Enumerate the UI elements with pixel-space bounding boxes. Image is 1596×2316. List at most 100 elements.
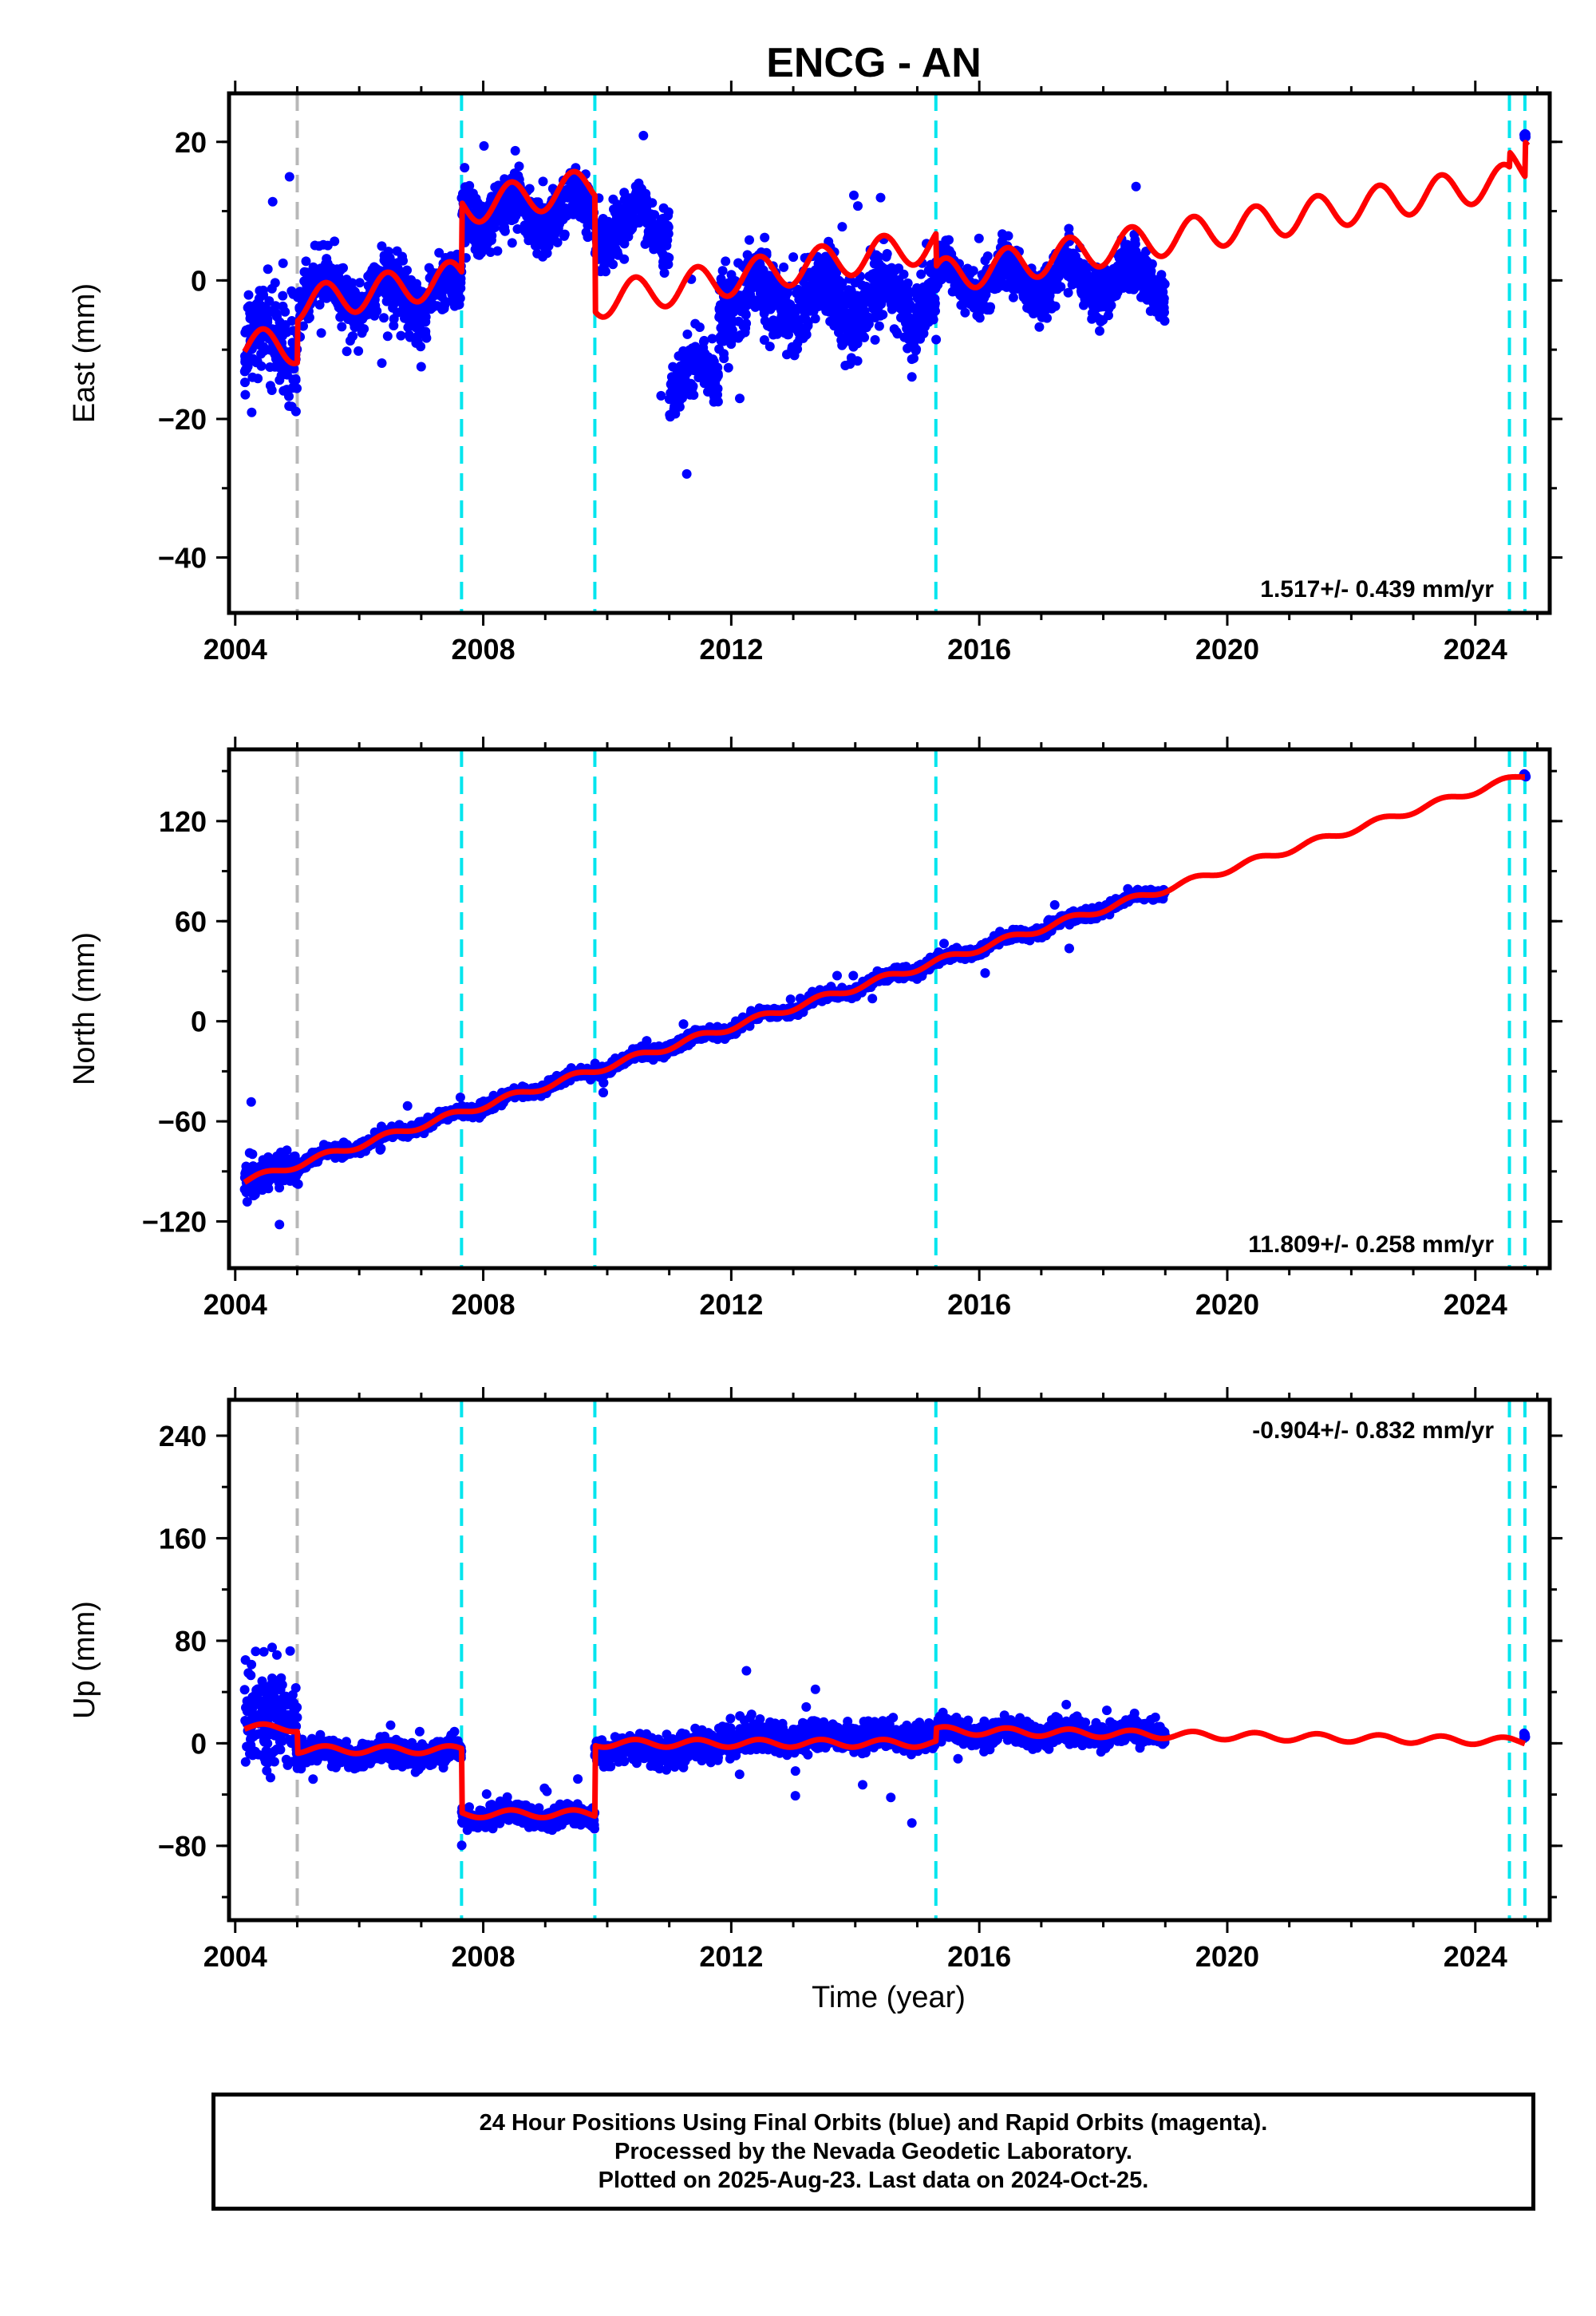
data-point [764,300,775,310]
data-point [909,354,918,363]
data-point [1095,276,1105,287]
data-point [377,241,387,251]
y-tick-label: −40 [158,542,207,575]
data-point [763,321,772,331]
data-point [916,269,926,279]
rate-label: 1.517+/- 0.439 mm/yr [1260,576,1494,603]
data-point [271,308,282,318]
data-point [798,305,808,314]
data-point [922,302,933,312]
data-point [890,301,899,311]
data-point [510,145,520,156]
data-point [834,303,843,314]
data-point [1159,278,1168,288]
data-point [1042,279,1053,289]
data-point [1123,255,1133,266]
data-point [713,384,723,393]
data-point [777,303,788,314]
y-tick-label: 20 [175,126,207,159]
data-point [297,294,306,305]
data-point [742,250,753,260]
data-point [709,375,720,385]
data-point [275,375,285,385]
data-point [509,200,519,210]
data-point [900,312,911,322]
data-point [744,277,754,287]
data-point [1030,294,1041,305]
data-point [476,201,487,211]
data-point [1147,259,1157,269]
data-point [500,211,510,222]
data-point [512,224,523,234]
data-point [318,239,329,250]
data-point [918,328,929,338]
data-point [764,342,775,352]
data-point [881,251,891,262]
data-point [607,234,618,244]
data-point [726,270,737,280]
data-point [903,343,913,354]
data-point [242,1196,252,1207]
data-point [716,322,726,333]
data-point [1128,284,1139,294]
data-point [846,315,856,326]
data-point [840,297,851,307]
data-point [849,190,859,200]
data-point [939,939,949,949]
data-point [370,301,381,310]
data-point [825,277,836,287]
data-point [434,247,444,258]
data-point [692,345,702,355]
data-point [757,296,767,306]
data-point [717,266,728,276]
data-point [982,251,993,261]
data-point [899,269,909,279]
data-point [723,308,733,318]
data-point [244,357,254,367]
data-point [792,284,803,294]
data-point [485,247,496,257]
data-point [787,316,797,326]
data-point [271,324,280,334]
data-point [936,271,946,282]
data-point [670,401,680,412]
data-point [614,219,625,230]
data-point [648,239,658,250]
data-point [974,233,984,243]
data-point [812,287,822,298]
data-point [825,316,836,326]
data-point [846,353,856,363]
data-point [931,334,942,345]
data-point [523,235,534,246]
data-point [801,330,812,340]
data-point [982,305,993,315]
data-point [333,275,343,285]
data-point [1123,243,1133,254]
data-point [287,383,298,393]
data-point [612,201,622,211]
data-point [1008,284,1018,294]
data-point [866,296,876,306]
data-point [723,362,733,373]
data-point [289,364,299,374]
data-point [354,278,365,288]
data-point [1111,279,1121,290]
data-point [582,201,592,211]
data-point [715,332,725,342]
data-point [956,300,966,310]
data-point [500,223,510,233]
data-point [803,286,813,296]
data-point [1001,264,1011,275]
data-point [759,335,769,345]
data-point [911,346,921,356]
data-point [662,223,673,234]
data-point [464,180,475,191]
data-point [265,362,275,372]
data-point [816,257,827,267]
data-point [1105,271,1116,282]
data-point [379,313,389,323]
data-point [643,231,654,241]
data-point [460,163,470,173]
data-point [335,312,346,322]
